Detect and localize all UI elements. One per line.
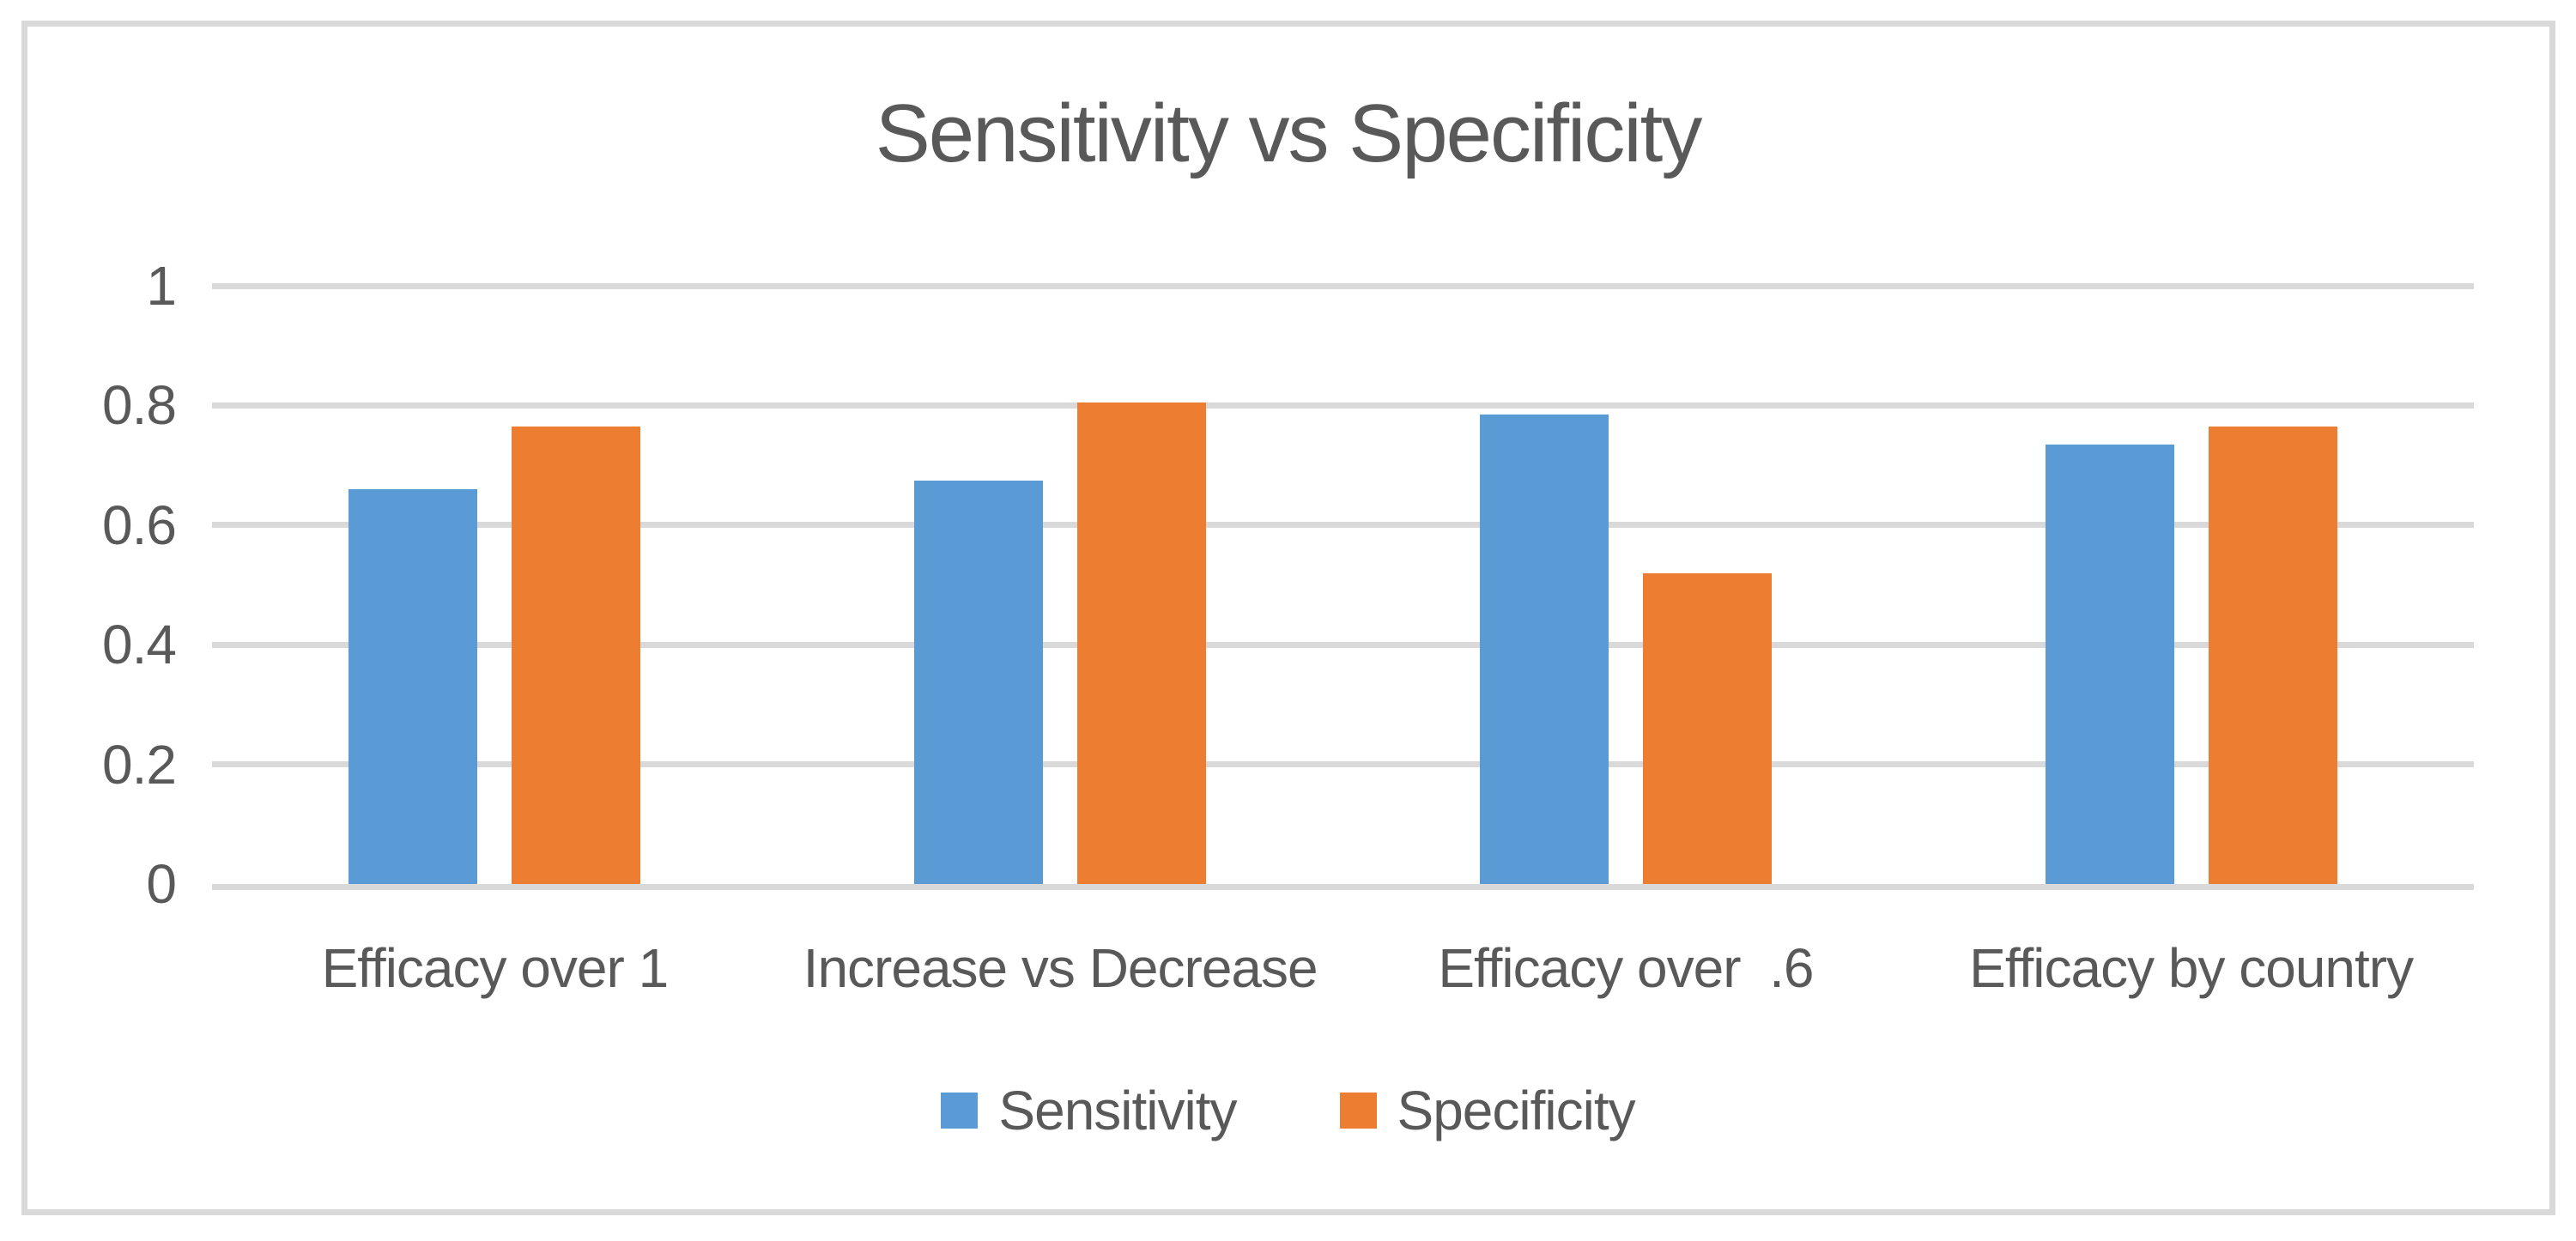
y-axis-tick-label-1: 1 [146,255,177,317]
bar-specificity-2 [1077,402,1207,884]
chart-title: Sensitivity vs Specificity [875,88,1703,179]
x-axis-category-label-1: Efficacy over 1 [321,937,670,999]
y-axis-tick-label-0.4: 0.4 [102,614,177,676]
legend-label-specificity: Specificity [1397,1080,1636,1141]
gridline-0.2 [212,761,2474,768]
bar-group-1 [212,286,778,884]
legend: Sensitivity Specificity [0,1083,2576,1138]
x-axis-category-label-3: Efficacy over .6 [1438,937,1814,999]
bar-group-4 [1908,286,2474,884]
bar-specificity-3 [1642,572,1772,884]
legend-item-sensitivity: Sensitivity [941,1080,1238,1141]
bar-sensitivity-2 [914,480,1044,884]
bar-specificity-1 [512,426,641,884]
y-axis-tick-label-0: 0 [146,853,177,915]
plot-area [212,282,2474,890]
x-axis-category-label-2: Increase vs Decrease [803,937,1318,999]
legend-swatch-sensitivity [941,1093,979,1129]
bar-sensitivity-4 [2045,444,2174,884]
bar-specificity-4 [2208,426,2337,884]
bar-group-2 [778,286,1343,884]
y-axis-tick-label-0.8: 0.8 [102,374,177,437]
bar-group-3 [1343,286,1909,884]
y-axis-tick-label-0.6: 0.6 [102,493,177,556]
gridline-0.6 [212,522,2474,529]
bar-sensitivity-3 [1479,414,1609,884]
legend-item-specificity: Specificity [1339,1080,1636,1141]
legend-label-sensitivity: Sensitivity [998,1080,1237,1141]
legend-swatch-specificity [1339,1093,1377,1129]
bar-sensitivity-1 [349,488,478,884]
gridline-1 [212,282,2474,289]
x-axis-category-label-4: Efficacy by country [1969,937,2414,999]
gridline-0.8 [212,402,2474,409]
y-axis-tick-label-0.2: 0.2 [102,733,177,796]
gridline-0.4 [212,641,2474,648]
gridline-0 [212,884,2474,890]
